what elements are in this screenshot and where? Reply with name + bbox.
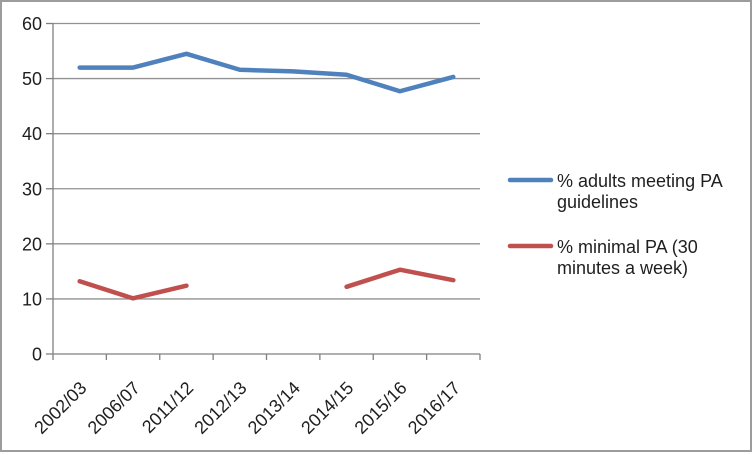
x-tick-label: 2016/17 bbox=[404, 378, 464, 438]
y-tick-label: 20 bbox=[22, 234, 42, 254]
x-tick-label: 2014/15 bbox=[297, 378, 357, 438]
series-line-1 bbox=[77, 279, 189, 301]
x-tick-label: 2013/14 bbox=[244, 378, 304, 438]
y-tick-label: 0 bbox=[32, 345, 42, 365]
y-tick-label: 10 bbox=[22, 289, 42, 309]
legend-label-line: % minimal PA (30 bbox=[557, 237, 698, 257]
y-tick-label: 40 bbox=[22, 124, 42, 144]
y-tick-label: 60 bbox=[22, 14, 42, 34]
legend-label-line: guidelines bbox=[557, 192, 638, 212]
y-tick-label: 50 bbox=[22, 69, 42, 89]
x-tick-label: 2006/07 bbox=[84, 378, 144, 438]
x-tick-label: 2011/12 bbox=[138, 378, 197, 437]
x-tick-label: 2012/13 bbox=[190, 378, 250, 438]
x-tick-label: 2015/16 bbox=[351, 378, 411, 438]
y-tick-label: 30 bbox=[22, 179, 42, 199]
series-line-0 bbox=[77, 51, 456, 94]
pa-line-chart: 0 10 20 30 40 50 60 2002/032006/072011/122012/1… bbox=[22, 14, 723, 438]
legend-label-line: minutes a week) bbox=[557, 258, 688, 278]
x-tick-label: 2002/03 bbox=[30, 378, 90, 438]
legend-label-line: % adults meeting PA bbox=[557, 171, 723, 191]
series-line-1 bbox=[344, 267, 456, 290]
